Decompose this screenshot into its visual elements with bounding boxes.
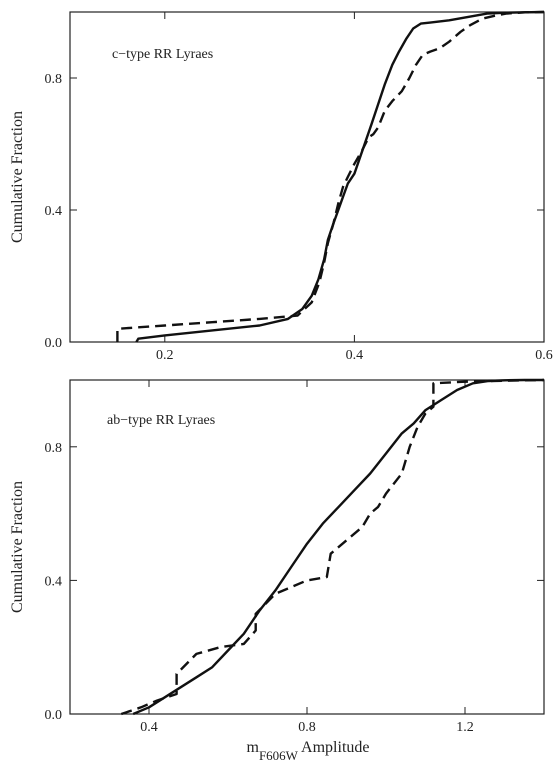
bottom-panel: ab−type RR Lyraes Cumulative Fraction mF…: [9, 378, 545, 763]
x-axis-title-symbol: m: [246, 739, 259, 756]
x-tick-label: 0.8: [298, 720, 316, 735]
x-tick-label: 0.4: [140, 720, 158, 735]
y-tick-label: 0.4: [45, 204, 63, 219]
y-tick-label: 0.0: [45, 708, 63, 723]
dashed-cumulative-line: [116, 10, 545, 342]
y-tick-label: 0.0: [45, 336, 63, 351]
bottom-panel-label: ab−type RR Lyraes: [107, 413, 215, 428]
x-axis-title-suffix: Amplitude: [298, 739, 370, 756]
y-tick-label: 0.8: [45, 72, 63, 87]
y-tick-label: 0.8: [45, 441, 63, 456]
x-tick-label: 0.2: [156, 348, 174, 363]
x-tick-label: 1.2: [456, 720, 474, 735]
top-y-axis-title: Cumulative Fraction: [9, 111, 26, 243]
x-axis-title-subscript: F606W: [259, 748, 299, 763]
top-panel-label: c−type RR Lyraes: [112, 47, 213, 62]
bottom-x-axis-title: mF606W Amplitude: [246, 739, 369, 763]
solid-cumulative-line: [132, 378, 544, 716]
bottom-plot-frame: [69, 379, 545, 715]
top-panel: c−type RR Lyraes Cumulative Fraction 0.2…: [9, 10, 553, 363]
dashed-cumulative-line: [120, 378, 545, 716]
bottom-y-axis-title: Cumulative Fraction: [9, 481, 26, 613]
x-tick-label: 0.6: [535, 348, 553, 363]
y-tick-label: 0.4: [45, 574, 63, 589]
x-tick-label: 0.4: [346, 348, 364, 363]
top-plot-frame: [69, 11, 545, 343]
